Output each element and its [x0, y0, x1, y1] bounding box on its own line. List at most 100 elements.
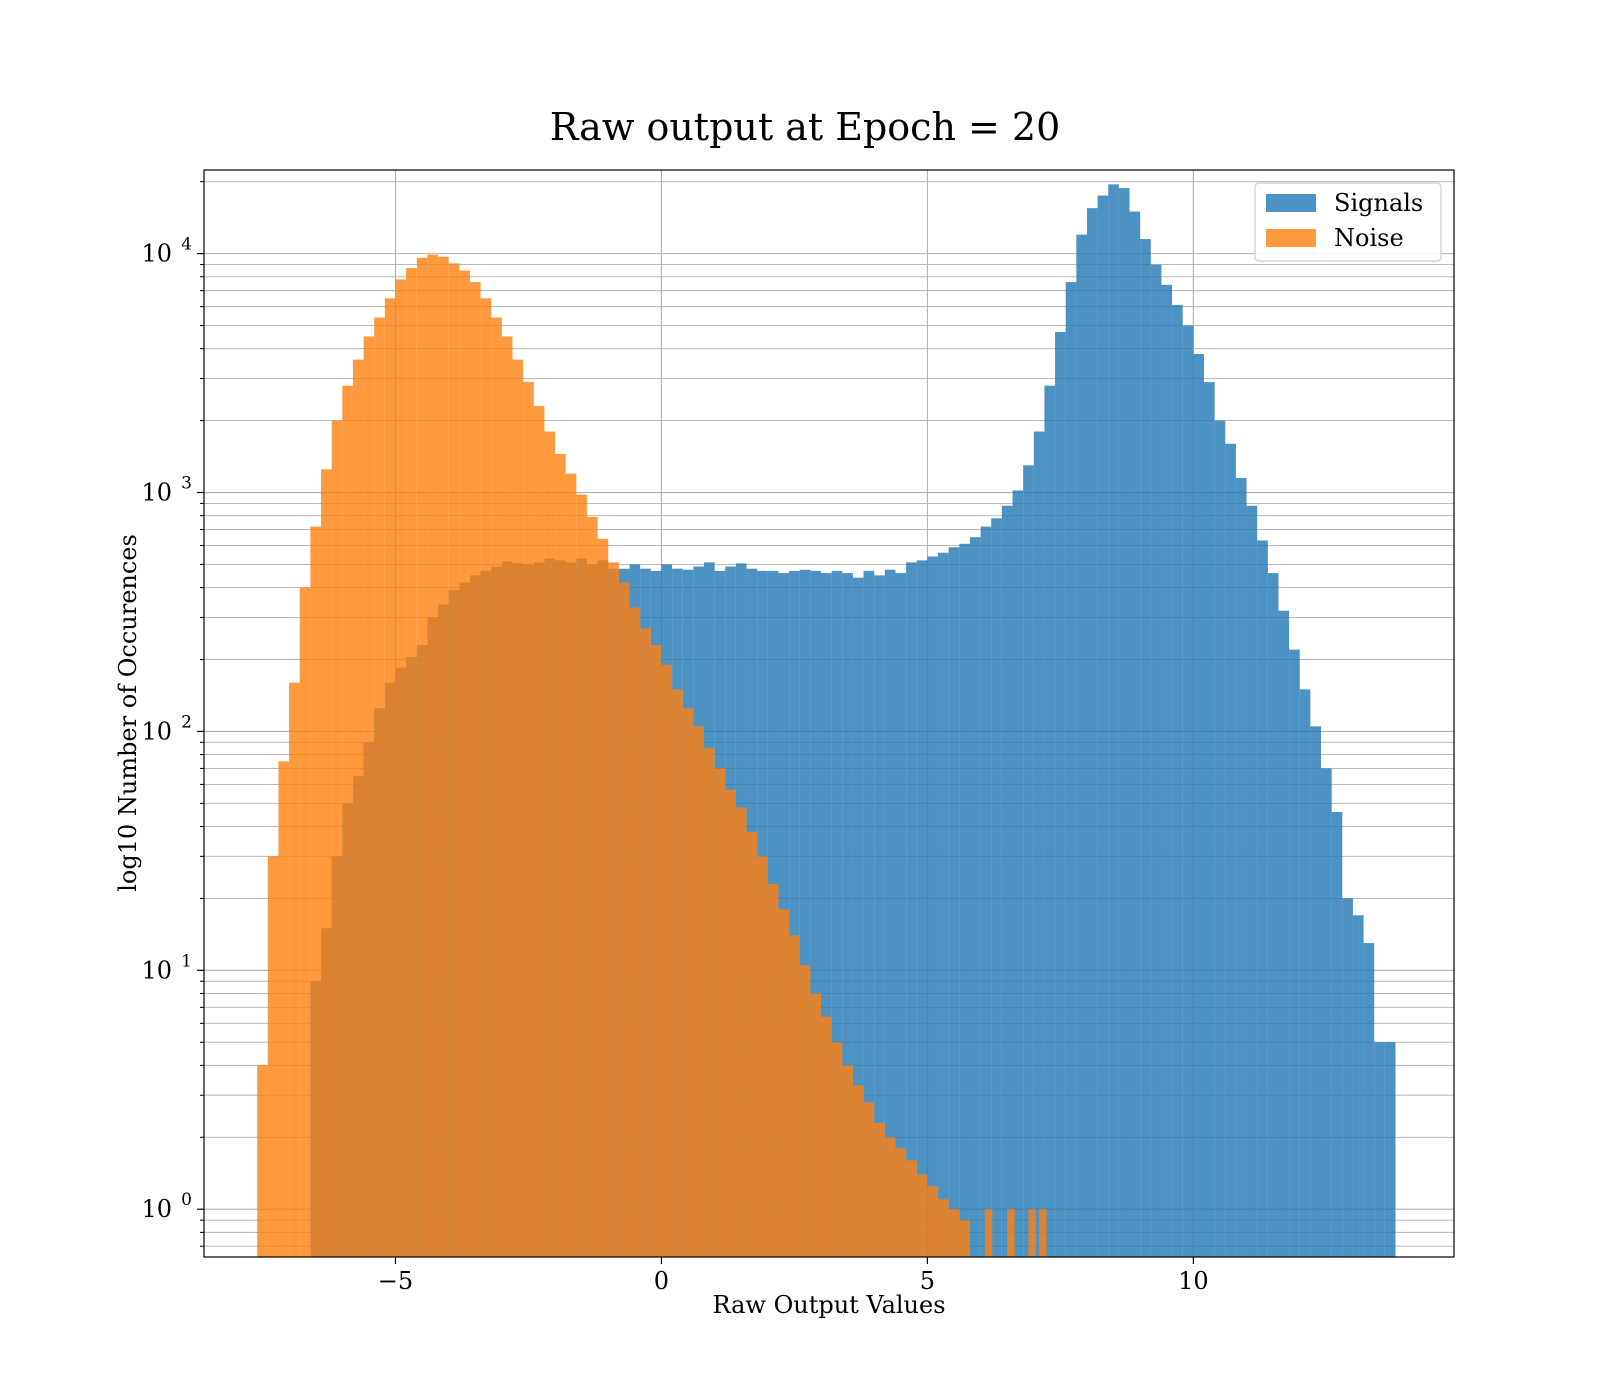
noise-bar: [821, 1016, 832, 1257]
signals-bar: [1118, 188, 1130, 1257]
y-tick-exponent: 1: [181, 951, 192, 971]
noise-bar: [682, 708, 694, 1257]
signals-bar: [1374, 1042, 1385, 1257]
y-axis-label: log10 Number of Occurences: [114, 534, 142, 892]
noise-bar: [331, 420, 343, 1257]
signals-bar: [1097, 195, 1109, 1257]
signals-bar: [884, 569, 896, 1257]
signals-bar: [927, 556, 939, 1257]
noise-bar: [310, 526, 322, 1257]
noise-bar: [501, 336, 513, 1258]
noise-bar: [714, 768, 726, 1257]
noise-bar: [512, 359, 524, 1257]
signals-bar: [1214, 420, 1226, 1257]
noise-bar: [374, 317, 385, 1257]
x-tick-label: 0: [654, 1267, 669, 1295]
legend-label-signals: Signals: [1334, 189, 1423, 217]
noise-bar: [267, 856, 279, 1257]
signals-bar: [810, 570, 822, 1257]
signals-bar: [948, 547, 960, 1257]
signals-bar: [1342, 898, 1353, 1257]
chart-title: Raw output at Epoch = 20: [550, 105, 1061, 149]
plot-area: [203, 169, 1455, 1258]
signals-bar: [1193, 354, 1204, 1257]
noise-bar: [597, 538, 609, 1257]
noise-bar: [916, 1174, 928, 1257]
signals-bar: [852, 577, 864, 1257]
noise-bar: [1039, 1209, 1047, 1257]
noise-bar: [384, 298, 396, 1258]
noise-bar: [576, 494, 587, 1258]
noise-bar: [257, 1065, 268, 1257]
noise-bar: [852, 1085, 864, 1257]
noise-bar: [661, 664, 673, 1257]
noise-bar: [459, 270, 470, 1257]
y-tick-label: 10: [141, 479, 172, 507]
noise-bar: [629, 607, 641, 1257]
signals-bar: [1384, 1042, 1396, 1257]
noise-bars: [257, 254, 1047, 1258]
noise-bar: [831, 1042, 843, 1257]
y-tick-exponent: 2: [181, 712, 192, 732]
signals-bar: [1055, 331, 1066, 1258]
noise-bar: [778, 909, 790, 1257]
signals-bar: [906, 562, 917, 1257]
signals-bar: [1001, 505, 1013, 1257]
x-tick-label: 10: [1178, 1267, 1209, 1295]
signals-bar: [1065, 282, 1077, 1258]
noise-bar: [810, 993, 822, 1257]
noise-bar: [640, 628, 651, 1257]
signals-bar: [1299, 689, 1311, 1257]
legend-swatch-noise: [1266, 229, 1316, 247]
noise-bar: [448, 263, 460, 1257]
signals-bar: [1321, 768, 1332, 1257]
noise-bar: [395, 279, 407, 1257]
noise-bar: [299, 587, 311, 1257]
signals-bar: [1204, 382, 1215, 1258]
noise-bar: [533, 406, 545, 1257]
noise-bar: [544, 431, 556, 1257]
signals-bar: [1129, 211, 1141, 1257]
signals-bar: [1331, 811, 1343, 1257]
signals-bar: [980, 526, 992, 1257]
signals-bar: [1023, 465, 1034, 1257]
noise-bar: [438, 256, 449, 1257]
signals-bar: [895, 573, 907, 1257]
noise-bar: [469, 282, 481, 1258]
noise-bar: [352, 359, 364, 1257]
signals-bar: [1012, 490, 1024, 1257]
signals-bar: [938, 552, 949, 1257]
signals-bar: [1076, 234, 1087, 1257]
noise-bar: [427, 254, 439, 1257]
legend-label-noise: Noise: [1334, 224, 1404, 252]
noise-bar: [480, 298, 492, 1258]
noise-bar: [874, 1122, 885, 1257]
signals-bar: [1044, 385, 1056, 1257]
noise-bar: [884, 1137, 896, 1257]
signals-bar: [799, 569, 811, 1257]
noise-bar: [491, 317, 502, 1257]
legend: Signals Noise: [1254, 182, 1442, 262]
signals-bar: [863, 570, 875, 1257]
x-axis: −5 0 5 10: [378, 1257, 1209, 1295]
noise-bar: [757, 856, 768, 1257]
signals-bar: [1225, 443, 1236, 1258]
noise-bar: [799, 965, 811, 1257]
plot-frame: [203, 169, 1455, 1258]
noise-bar: [618, 582, 630, 1257]
y-tick-exponent: 0: [181, 1190, 192, 1210]
noise-bar: [523, 382, 534, 1258]
signals-bar: [1161, 284, 1173, 1257]
noise-bar: [746, 831, 758, 1257]
noise-bar: [725, 789, 736, 1257]
noise-bar: [672, 689, 683, 1257]
noise-bar: [984, 1209, 993, 1257]
legend-swatch-signals: [1266, 194, 1316, 212]
signals-bar: [1108, 184, 1119, 1257]
noise-bar: [938, 1199, 949, 1257]
noise-bar: [416, 257, 428, 1257]
signals-bar: [1246, 505, 1258, 1257]
signals-bar: [1257, 540, 1268, 1257]
signals-bar: [916, 560, 928, 1257]
